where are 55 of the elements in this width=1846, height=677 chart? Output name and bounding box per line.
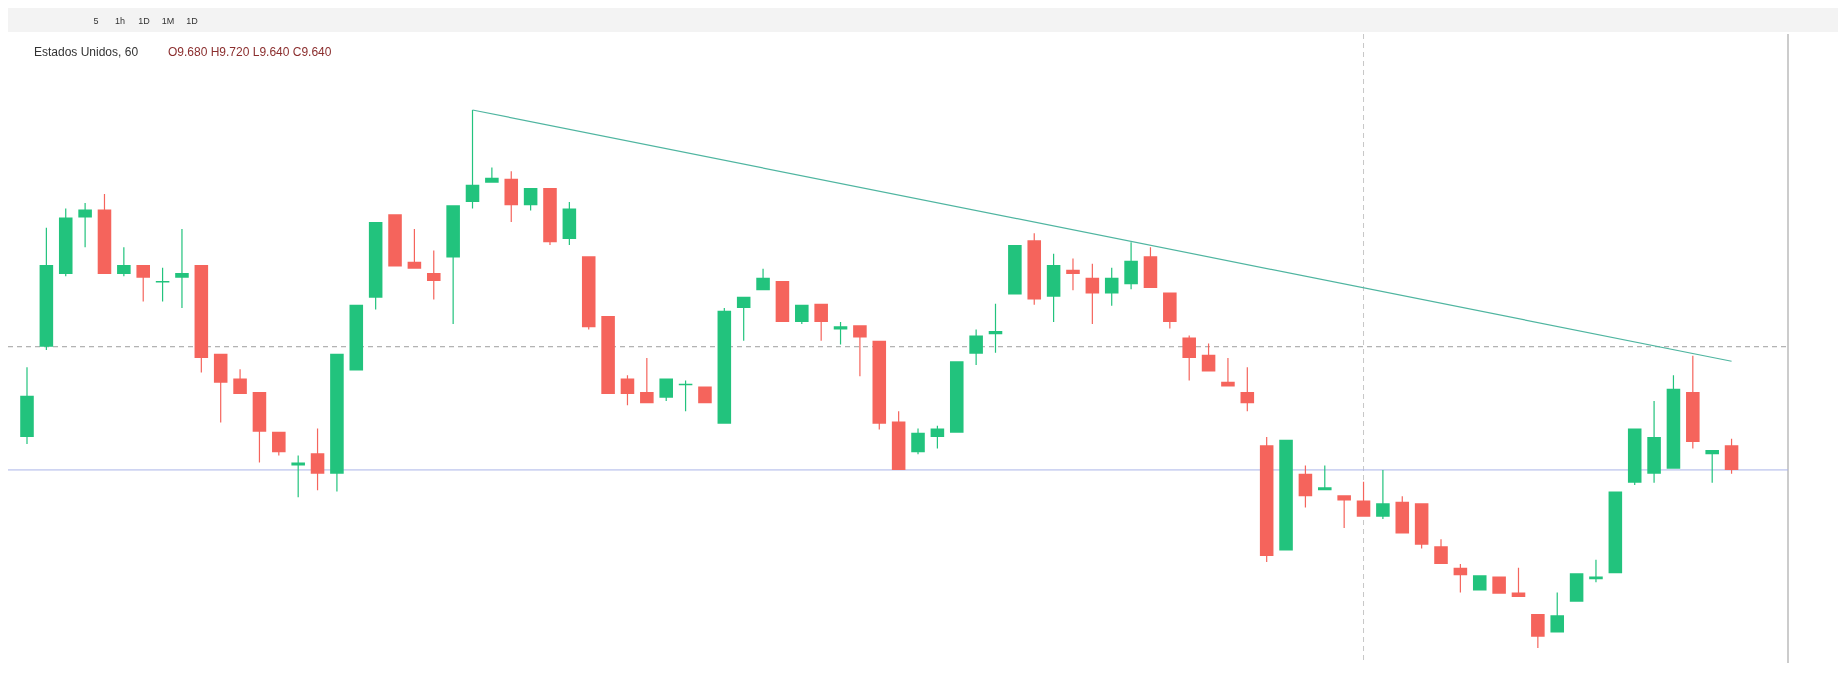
candlestick <box>1569 573 1584 602</box>
candlestick <box>1163 292 1177 329</box>
candlestick <box>640 358 654 404</box>
candlestick <box>698 386 712 404</box>
candlestick <box>1124 242 1138 290</box>
text: O9.680 H9.720 L9.640 C9.640 <box>168 45 332 59</box>
candlestick <box>1589 559 1603 583</box>
candlestick <box>853 325 867 377</box>
candlestick <box>659 378 673 402</box>
candlestick <box>1066 258 1080 291</box>
candlestick <box>620 375 635 406</box>
candlestick <box>117 247 131 277</box>
candlestick <box>446 205 460 325</box>
toolbar: 5 1h 1D 1M 1D <box>8 8 1838 32</box>
candlestick <box>949 361 964 433</box>
candlestick <box>58 208 73 277</box>
candlestick <box>1221 358 1235 387</box>
candlestick <box>930 425 945 449</box>
candlestick <box>833 321 848 345</box>
candlestick <box>233 369 247 395</box>
candlestick <box>1008 245 1022 295</box>
candlestick <box>1337 495 1351 529</box>
candlestick <box>485 167 499 183</box>
candlestick <box>969 329 983 366</box>
candlestick <box>1472 575 1487 591</box>
candlestick <box>1376 469 1390 519</box>
candlestick <box>504 171 519 222</box>
candlestick <box>1531 614 1545 648</box>
chart-title: Estados Unidos, 60 <box>34 45 139 59</box>
candlestick <box>756 268 770 291</box>
candlestick <box>1647 401 1661 483</box>
candlestick <box>388 214 402 267</box>
candlestick <box>175 228 189 308</box>
candlestick <box>1492 576 1506 594</box>
candlestick <box>795 304 809 325</box>
candlestick <box>330 353 344 492</box>
candlestick <box>1279 439 1293 551</box>
candlestick <box>78 203 92 248</box>
candlestick <box>1686 355 1700 449</box>
candlestick <box>272 431 286 456</box>
candlestick <box>1182 335 1196 381</box>
candlestick <box>136 264 150 302</box>
candlestick <box>601 316 615 395</box>
candlestick <box>1027 233 1042 305</box>
candlestick <box>581 256 596 330</box>
candlestick <box>543 188 557 246</box>
candlestick <box>1550 592 1565 633</box>
candlestick <box>20 367 34 445</box>
candlestick <box>814 303 828 341</box>
candlestick <box>291 455 305 498</box>
candlestick <box>426 250 441 300</box>
candlestick <box>911 428 925 455</box>
candlestick <box>1395 496 1410 534</box>
candlestick <box>155 267 170 302</box>
candlestick <box>1434 539 1448 565</box>
